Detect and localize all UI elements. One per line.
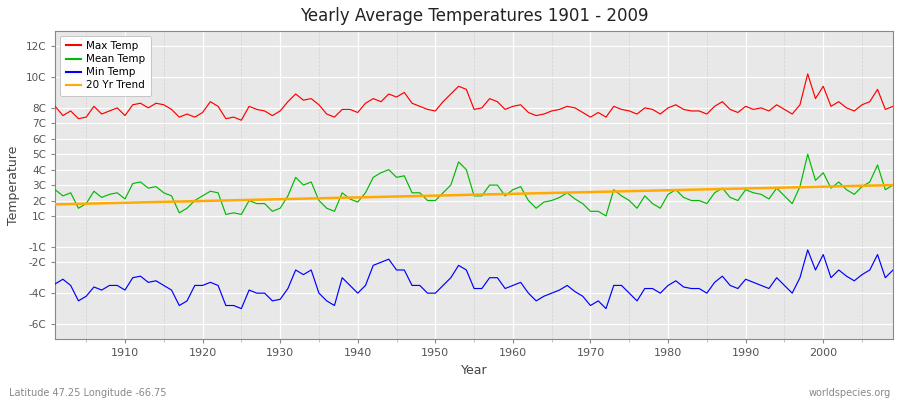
X-axis label: Year: Year	[461, 364, 488, 377]
Text: Latitude 47.25 Longitude -66.75: Latitude 47.25 Longitude -66.75	[9, 388, 166, 398]
Text: worldspecies.org: worldspecies.org	[809, 388, 891, 398]
Y-axis label: Temperature: Temperature	[7, 145, 20, 225]
Title: Yearly Average Temperatures 1901 - 2009: Yearly Average Temperatures 1901 - 2009	[300, 7, 648, 25]
Legend: Max Temp, Mean Temp, Min Temp, 20 Yr Trend: Max Temp, Mean Temp, Min Temp, 20 Yr Tre…	[60, 36, 150, 96]
